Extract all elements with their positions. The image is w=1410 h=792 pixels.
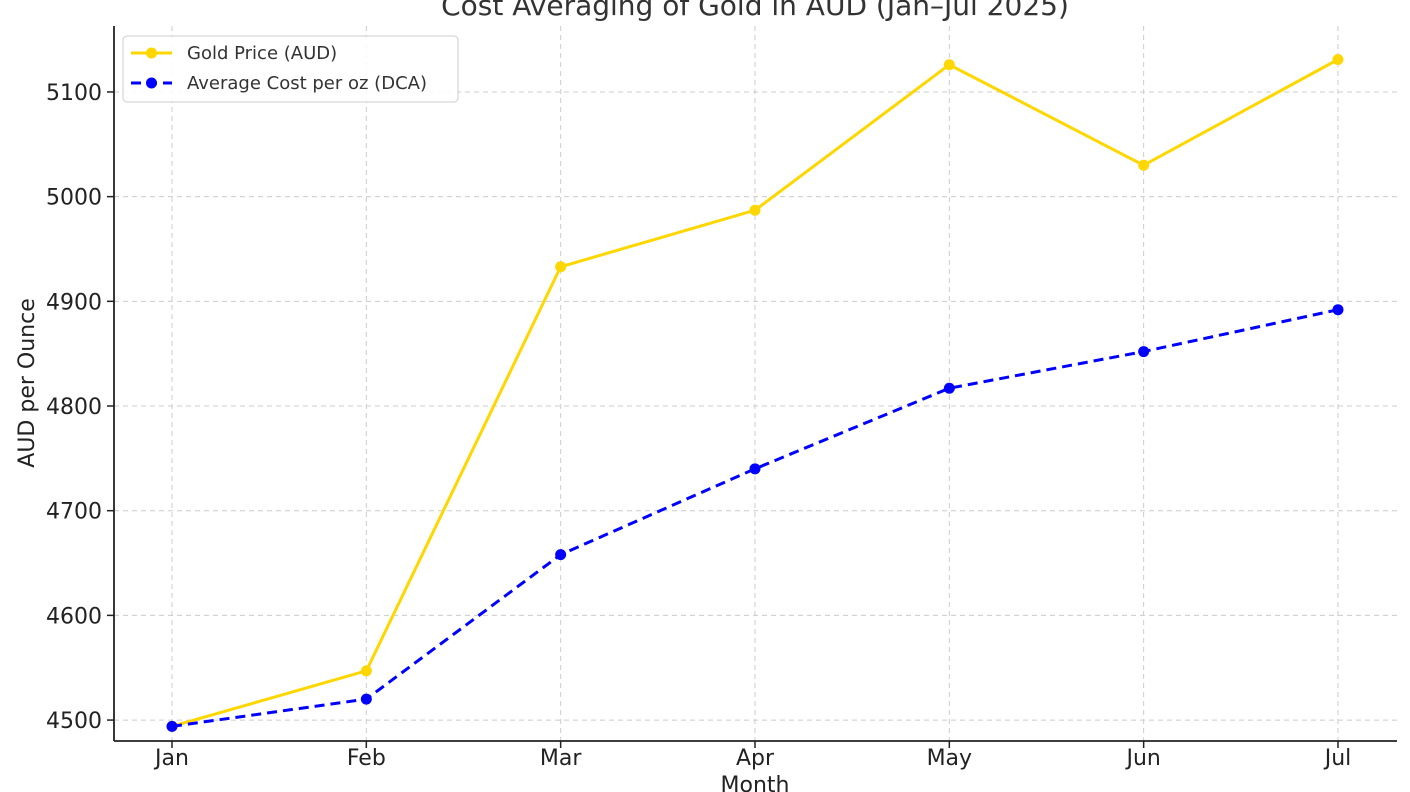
x-tick-label: Jun	[1124, 746, 1160, 771]
x-ticks: Jan Feb Mar Apr May Jun Jul	[153, 741, 1351, 771]
chart-title: Cost Averaging of Gold in AUD (Jan–Jul 2…	[441, 0, 1069, 22]
x-axis-label: Month	[721, 773, 790, 792]
x-tick-label: Apr	[736, 746, 775, 771]
x-tick-label: May	[927, 746, 972, 771]
gold-price-line	[171, 58, 1339, 728]
legend-gold-price-label: Gold Price (AUD)	[187, 43, 337, 64]
gold-price-point	[360, 665, 372, 677]
series-layer	[166, 53, 1344, 732]
y-tick-label: 5100	[46, 81, 102, 106]
y-tick-label: 4600	[46, 604, 102, 629]
gold-price-point	[555, 261, 567, 273]
gold-price-point	[1332, 53, 1344, 65]
x-tick-label: Feb	[347, 746, 386, 771]
y-axis-label: AUD per Ounce	[15, 298, 40, 467]
average-cost-point	[555, 549, 567, 561]
gold-price-point	[943, 59, 955, 71]
average-cost-point	[360, 693, 372, 705]
y-gridlines	[114, 91, 1397, 721]
gold-price-point	[749, 204, 761, 216]
x-tick-label: Jan	[153, 746, 189, 771]
average-cost-point	[749, 463, 761, 475]
x-tick-label: Mar	[540, 746, 582, 771]
y-tick-label: 4900	[46, 290, 102, 315]
y-tick-label: 4500	[46, 709, 102, 734]
y-tick-label: 5000	[46, 186, 102, 211]
y-tick-label: 4800	[46, 395, 102, 420]
legend-box	[122, 35, 459, 103]
average-cost-point	[166, 720, 178, 732]
average-cost-point	[1138, 346, 1150, 358]
x-gridlines	[171, 26, 1339, 741]
y-tick-label: 4700	[46, 500, 102, 525]
legend-average-cost-marker	[146, 77, 157, 89]
gold-price-point	[1138, 159, 1150, 171]
legend-gold-price-marker	[146, 47, 157, 59]
average-cost-point	[943, 382, 955, 394]
y-ticks: 4500 4600 4700 4800 4900 5000 5100	[46, 81, 114, 734]
legend: Gold Price (AUD) Average Cost per oz (DCA…	[122, 35, 459, 103]
average-cost-point	[1332, 304, 1344, 316]
legend-average-cost-label: Average Cost per oz (DCA)	[187, 73, 427, 94]
x-tick-label: Jul	[1323, 746, 1352, 771]
